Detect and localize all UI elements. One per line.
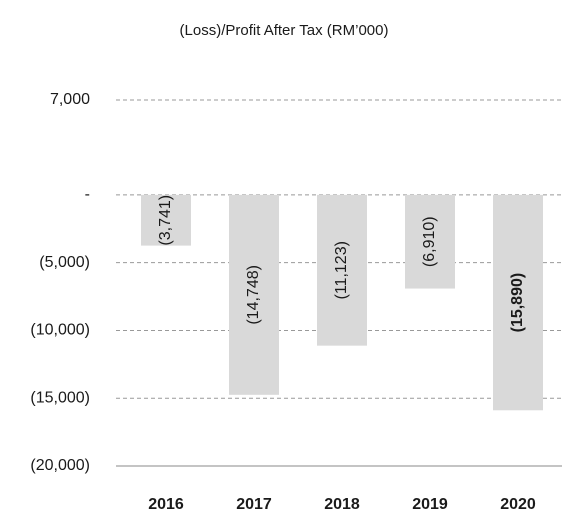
y-tick-label: 7,000 — [50, 91, 90, 108]
value-label: (11,123) — [333, 241, 350, 299]
bar — [317, 194, 367, 346]
bar — [141, 194, 191, 246]
bar — [493, 194, 543, 411]
value-label: (6,910) — [421, 216, 438, 267]
y-tick-label: (15,000) — [30, 389, 90, 406]
y-tick-label: (20,000) — [30, 457, 90, 474]
y-tick-label: (10,000) — [30, 322, 90, 339]
y-tick-label: (5,000) — [39, 254, 90, 271]
x-tick-label: 2017 — [236, 496, 272, 513]
y-tick-label: - — [85, 186, 90, 203]
value-label: (3,741) — [157, 195, 174, 246]
bar — [229, 194, 279, 395]
chart-title: (Loss)/Profit After Tax (RM’000) — [180, 22, 389, 39]
x-tick-label: 2018 — [324, 496, 360, 513]
x-tick-label: 2020 — [500, 496, 536, 513]
x-tick-label: 2016 — [148, 496, 184, 513]
value-label: (14,748) — [245, 265, 262, 325]
bar — [405, 194, 455, 289]
x-tick-label: 2019 — [412, 496, 448, 513]
value-label: (15,890) — [509, 273, 526, 333]
